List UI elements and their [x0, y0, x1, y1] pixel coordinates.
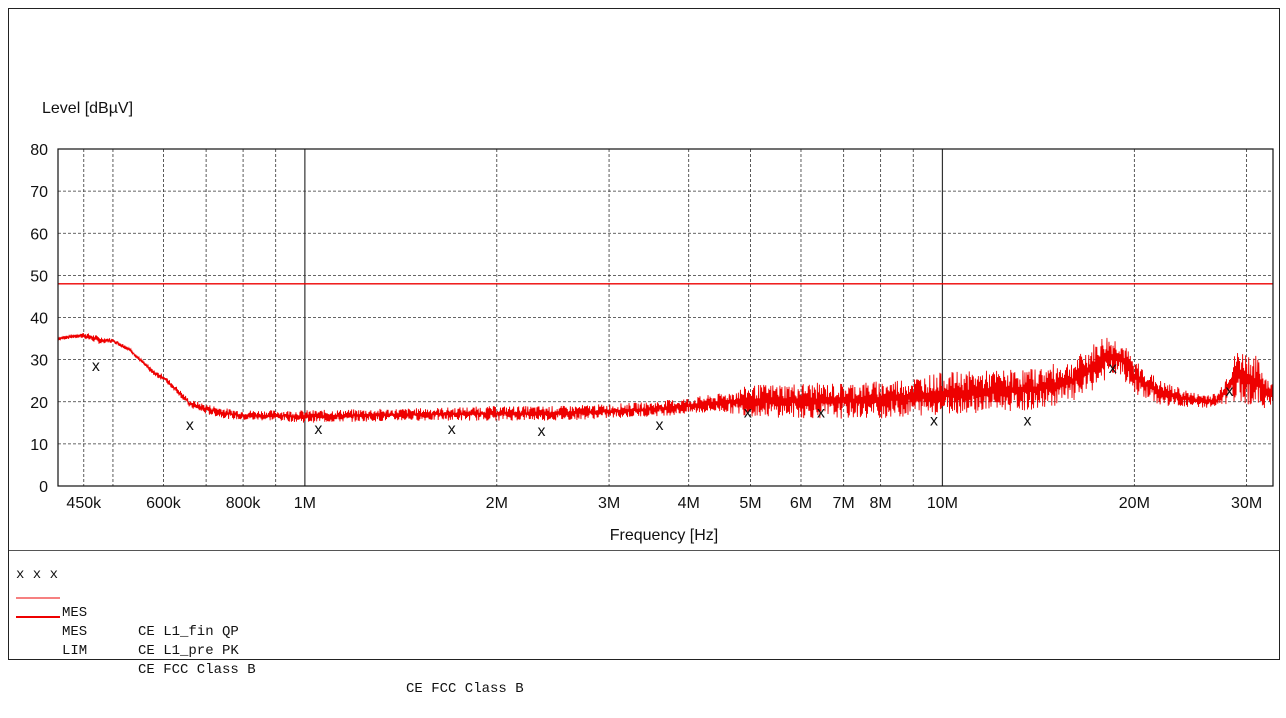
- x-tick-label: 600k: [146, 495, 182, 512]
- legend-name-pk: CE L1_pre PK: [138, 643, 239, 659]
- legend-extra-lim: CE FCC Class B: [406, 681, 524, 697]
- legend-type-pk: MES: [62, 624, 88, 640]
- legend-name-lim: CE FCC Class B: [138, 662, 256, 678]
- y-tick-label: 70: [30, 184, 48, 201]
- qp-marker: x: [186, 417, 194, 434]
- x-tick-label: 3M: [598, 495, 620, 512]
- legend-mark-qp: x x x: [16, 567, 59, 583]
- x-tick-label: 10M: [927, 495, 958, 512]
- legend-type-qp: MES: [62, 605, 88, 621]
- x-tick-label: 20M: [1119, 495, 1150, 512]
- y-tick-label: 40: [30, 311, 48, 328]
- qp-marker: x: [817, 404, 825, 421]
- legend-row-qp: x x x MES CE L1_fin QP: [16, 566, 239, 640]
- legend-row-lim: LIM CE FCC Class B CE FCC Class B: [16, 604, 524, 697]
- axes: 0 10 20 30 40 50 60 70 80 450k 600k 800k 1M 2M 3M 4M 5M 6…: [30, 142, 1274, 512]
- x-tick-label: 800k: [226, 495, 262, 512]
- qp-marker: x: [537, 423, 545, 440]
- qp-marker: x: [744, 404, 752, 421]
- chart-frame: [8, 8, 1280, 660]
- x-tick-label: 1M: [294, 495, 316, 512]
- qp-marker: x: [448, 421, 456, 438]
- x-tick-label: 5M: [739, 495, 761, 512]
- y-tick-label: 50: [30, 268, 48, 285]
- qp-marker: x: [1109, 360, 1117, 377]
- plot-area-border: [57, 148, 1274, 487]
- x-tick-label: 30M: [1231, 495, 1262, 512]
- x-tick-label: 4M: [678, 495, 700, 512]
- x-tick-label: 6M: [790, 495, 812, 512]
- x-tick-label: 7M: [833, 495, 855, 512]
- qp-marker: x: [656, 417, 664, 434]
- legend-mark-lim: [16, 604, 60, 623]
- y-tick-label: 10: [30, 437, 48, 454]
- legend: x x x MES CE L1_fin QP MES CE L1_pre PK …: [16, 566, 524, 697]
- legend-mark-pk: [16, 585, 60, 604]
- qp-marker: x: [92, 358, 100, 375]
- peak-trace-line: [57, 332, 1274, 423]
- qp-marker: x: [1024, 413, 1032, 430]
- y-tick-label: 20: [30, 395, 48, 412]
- x-tick-label: 450k: [66, 495, 102, 512]
- qp-marker: x: [314, 421, 322, 438]
- legend-row-pk: MES CE L1_pre PK: [16, 585, 239, 659]
- x-axis-title: Frequency [Hz]: [610, 527, 718, 544]
- legend-name-qp: CE L1_fin QP: [138, 624, 239, 640]
- x-tick-label: 2M: [486, 495, 508, 512]
- y-tick-label: 60: [30, 226, 48, 243]
- y-tick-label: 0: [39, 479, 48, 496]
- legend-divider: [9, 550, 1279, 551]
- x-tick-label: 8M: [870, 495, 892, 512]
- qp-marker: x: [1225, 383, 1233, 400]
- y-tick-label: 80: [30, 142, 48, 159]
- emc-chart: x x x x x x x x x x x x 0 10 20 30 40 50 60 70 80 450k 600k 80…: [30, 100, 1274, 544]
- y-axis-title: Level [dBµV]: [42, 100, 133, 117]
- y-tick-label: 30: [30, 353, 48, 370]
- legend-type-lim: LIM: [62, 643, 88, 659]
- marker-layer: x x x x x x x x x x x x: [92, 358, 1234, 440]
- qp-marker: x: [930, 413, 938, 430]
- grid: [58, 149, 1273, 486]
- trace-layer: [57, 332, 1274, 423]
